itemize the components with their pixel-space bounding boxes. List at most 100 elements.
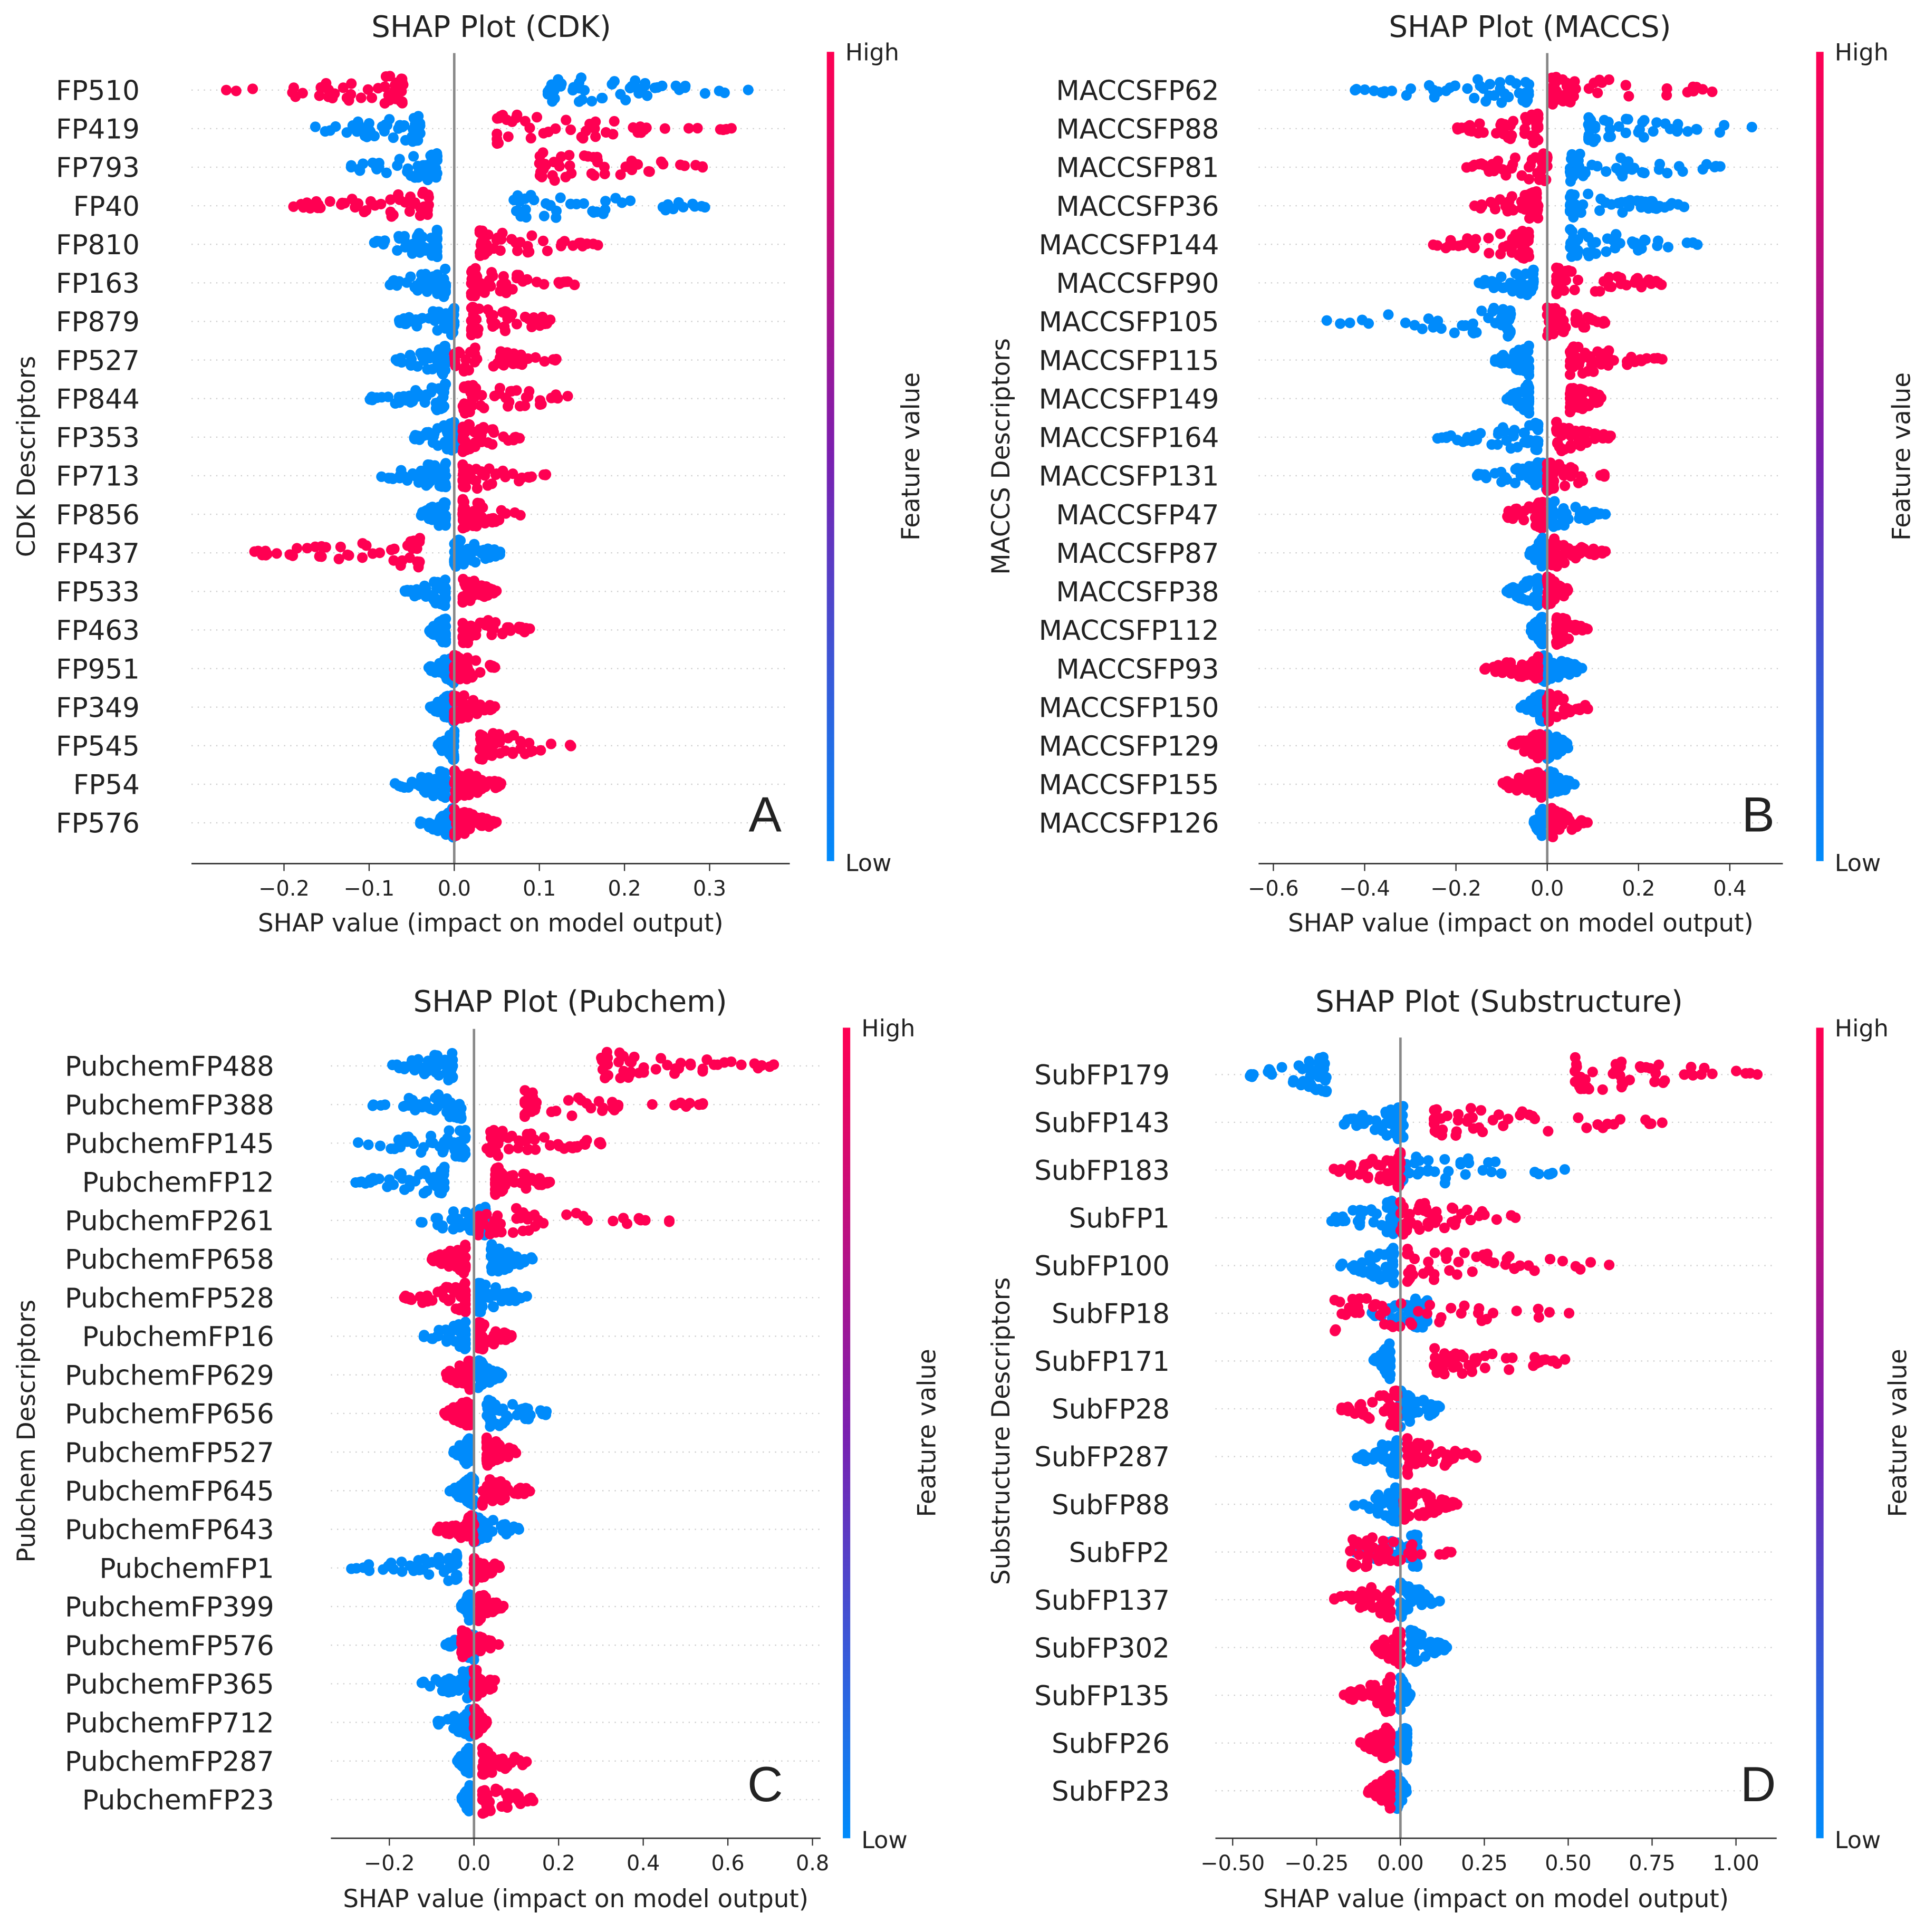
dot-high-value [1476,199,1487,210]
dot-low-value [467,555,478,566]
feature-row: MACCSFP149 [1039,379,1783,419]
dot-high-value [548,354,559,365]
feature-row: FP349 [56,690,790,727]
dot-high-value [458,637,469,648]
dot-low-value [505,1525,516,1536]
dot-low-value [696,201,707,212]
dot-low-value [406,133,417,144]
dot-high-value [333,553,344,564]
dot-low-value [448,1137,459,1148]
dot-low-value [422,1065,433,1076]
dot-low-value [388,132,399,143]
dot-low-value [487,1515,499,1526]
dot-low-value [447,1072,458,1083]
dot-low-value [414,781,426,792]
dot-low-value [393,1135,404,1146]
dot-low-value [528,195,540,206]
feature-label: FP879 [56,306,140,338]
dot-high-value [504,397,515,408]
dot-high-value [486,629,497,640]
dot-low-value [460,1133,471,1144]
dot-low-value [417,1217,428,1228]
dot-high-value [507,1444,518,1455]
dot-high-value [590,131,601,142]
dot-high-value [385,194,396,205]
dot-high-value [355,92,367,103]
dot-high-value [459,469,470,480]
dot-low-value [422,782,434,793]
dot-high-value [669,1100,680,1111]
dot-high-value [487,439,498,450]
dot-low-value [639,80,650,91]
dot-high-value [1697,84,1708,95]
dot-low-value [425,1137,436,1148]
dot-high-value [534,151,545,162]
dot-high-value [540,318,551,330]
dot-high-value [1532,767,1544,778]
dot-low-value [1568,248,1580,259]
dot-low-value [1599,114,1610,126]
dot-low-value [1549,666,1561,677]
dot-low-value [1532,457,1544,468]
dot-low-value [439,502,450,513]
dot-high-value [1548,479,1559,491]
dot-high-value [560,171,571,182]
feature-row: MACCSFP93 [1056,650,1783,687]
x-axis-label: SHAP value (impact on model output) [258,909,724,938]
dot-high-value [457,459,468,470]
feature-label: PubchemFP12 [82,1167,274,1198]
dot-high-value [539,356,550,367]
dot-low-value [1587,510,1598,521]
feature-label: MACCSFP149 [1039,383,1219,415]
feature-row: PubchemFP528 [65,1277,821,1318]
dot-low-value [450,560,461,571]
dot-high-value [1549,79,1560,90]
dot-high-value [692,122,703,134]
dot-low-value [419,354,430,366]
dot-low-value [426,149,437,160]
dot-high-value [535,167,546,178]
dot-high-value [1543,458,1554,469]
feature-label: FP353 [56,422,140,454]
dot-high-value [498,271,509,282]
dot-high-value [474,502,485,513]
dot-low-value [1493,426,1504,437]
dot-low-value [507,1399,518,1410]
dot-high-value [479,249,490,260]
dot-high-value [1551,286,1562,297]
dot-low-value [1570,502,1581,513]
feature-row: MACCSFP62 [1056,72,1783,110]
dot-high-value [541,469,552,480]
dot-high-value [423,192,434,203]
dot-high-value [523,472,534,483]
dot-high-value [567,240,579,251]
dot-low-value [376,471,387,482]
dot-low-value [743,84,754,95]
dot-low-value [1622,114,1633,125]
dot-high-value [1551,627,1562,638]
dot-low-value [458,1327,469,1338]
dot-low-value [440,263,451,274]
dot-low-value [478,1360,489,1371]
dot-high-value [464,444,475,455]
dot-high-value [247,83,258,94]
dot-high-value [346,78,357,89]
dot-high-value [513,358,524,369]
dot-low-value [458,555,469,567]
dot-low-value [417,313,428,324]
dot-low-value [1530,418,1541,429]
feature-row: PubchemFP488 [65,1046,821,1085]
dot-low-value [1555,743,1566,755]
dot-low-value [410,1176,421,1187]
dot-low-value [426,161,437,172]
dot-low-value [1537,535,1548,546]
dot-low-value [341,127,352,138]
dot-high-value [475,729,486,740]
dot-low-value [668,204,679,215]
dot-low-value [1497,309,1508,320]
dot-high-value [502,313,513,324]
dot-high-value [469,475,480,486]
dot-low-value [1559,780,1570,791]
dot-high-value [635,1215,647,1226]
dot-high-value [467,380,478,391]
